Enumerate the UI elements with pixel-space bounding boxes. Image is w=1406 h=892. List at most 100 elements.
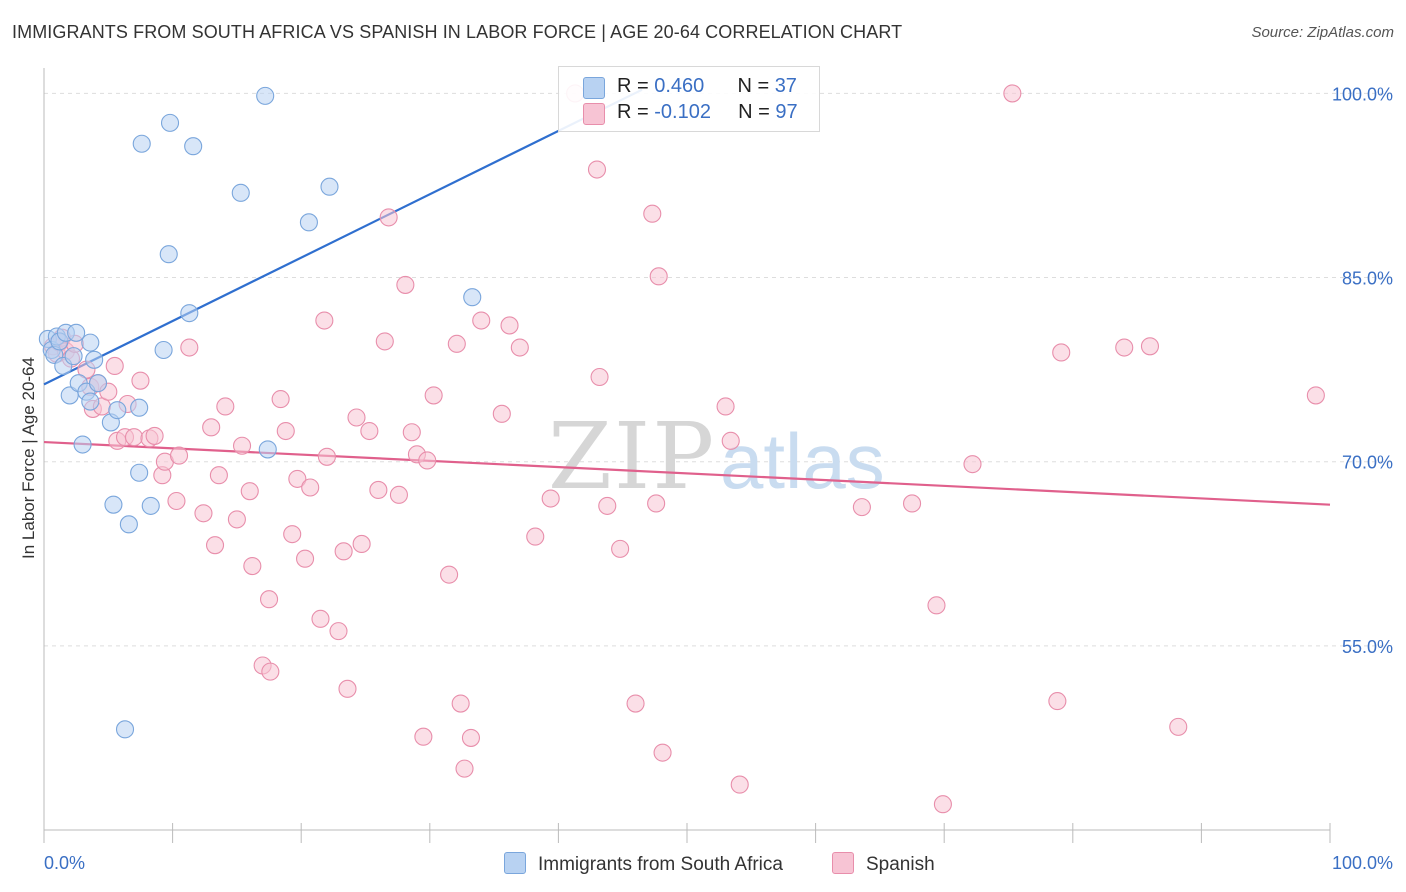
- south-africa-trend-line: [43, 88, 643, 386]
- spanish-point: [216, 397, 235, 416]
- n-value: 37: [774, 75, 797, 97]
- spanish-point: [167, 491, 186, 511]
- spanish-point: [205, 536, 225, 555]
- spanish-point: [649, 267, 668, 286]
- south-africa-point: [299, 213, 318, 232]
- spanish-point: [541, 489, 560, 508]
- spanish-point: [124, 428, 144, 447]
- south-africa-point: [108, 401, 127, 420]
- spanish-point: [259, 590, 279, 609]
- legend-item-south-africa: Immigrants from South Africa: [504, 852, 783, 878]
- south-africa-point: [81, 333, 100, 352]
- x-tick-label: 100.0%: [1332, 853, 1393, 873]
- south-africa-point: [73, 435, 92, 454]
- spanish-point: [626, 694, 645, 713]
- spanish-point: [145, 426, 164, 445]
- spanish-point: [389, 485, 408, 504]
- spanish-point: [105, 356, 124, 376]
- south-africa-point: [184, 137, 203, 156]
- legend-item-spanish: Spanish: [832, 852, 935, 878]
- spanish-point: [301, 478, 320, 497]
- source-credit: Source: ZipAtlas.com: [1251, 24, 1394, 41]
- spanish-point: [396, 275, 415, 294]
- spanish-point: [360, 421, 379, 441]
- spanish-point: [1052, 343, 1071, 362]
- south-africa-point: [258, 440, 277, 459]
- spanish-point: [451, 694, 470, 713]
- south-africa-point: [115, 720, 135, 739]
- spanish-point: [455, 759, 474, 778]
- south-africa-point: [154, 340, 173, 360]
- south-africa-point: [104, 495, 123, 514]
- chart-title: IMMIGRANTS FROM SOUTH AFRICA VS SPANISH …: [12, 22, 903, 42]
- spanish-point: [590, 367, 609, 387]
- spanish-point: [288, 469, 307, 488]
- y-tick-label: 100.0%: [1332, 84, 1393, 104]
- spanish-point: [283, 525, 302, 544]
- spanish-point: [276, 421, 295, 441]
- correlation-legend: R = 0.460 N = 37 R = -0.102 N = 97: [558, 66, 820, 132]
- axes: [43, 68, 1331, 843]
- spanish-point: [424, 386, 443, 405]
- spanish-point: [131, 371, 150, 390]
- spanish-point: [414, 727, 433, 746]
- spanish-point: [369, 480, 388, 499]
- spanish-point: [375, 332, 394, 351]
- spanish-point: [329, 622, 348, 641]
- spanish-point: [202, 418, 221, 437]
- spanish-point: [598, 496, 617, 515]
- south-africa-point: [64, 347, 83, 366]
- south-africa-point: [231, 183, 250, 202]
- south-africa-point: [463, 288, 482, 307]
- spanish-point: [730, 775, 749, 794]
- south-africa-point: [256, 86, 275, 105]
- spanish-point: [271, 390, 290, 409]
- n-label: N =: [737, 75, 775, 97]
- watermark-atlas: atlas: [720, 417, 885, 505]
- spanish-point: [461, 728, 481, 747]
- spanish-point: [500, 316, 519, 335]
- south-africa-point: [141, 496, 160, 515]
- south-africa-point: [81, 392, 100, 411]
- spanish-point: [227, 510, 246, 529]
- south-africa-point: [159, 245, 178, 264]
- n-value: 97: [775, 101, 798, 123]
- y-tick-label: 55.0%: [1342, 637, 1393, 657]
- spanish-point: [643, 204, 662, 223]
- spanish-point: [653, 743, 672, 762]
- legend-label: Spanish: [866, 854, 935, 875]
- spanish-point: [647, 494, 666, 513]
- r-label: R =: [617, 75, 655, 97]
- spanish-point: [933, 795, 952, 814]
- spanish-point: [927, 596, 946, 615]
- spanish-point: [1140, 337, 1160, 356]
- spanish-point: [1003, 84, 1022, 103]
- spanish-point: [209, 466, 228, 485]
- y-axis-label: In Labor Force | Age 20-64: [19, 357, 38, 559]
- blue-swatch: [583, 77, 605, 99]
- spanish-point: [1048, 692, 1067, 711]
- south-africa-point: [160, 113, 180, 132]
- spanish-point: [379, 208, 398, 227]
- spanish-point: [311, 609, 330, 628]
- pink-swatch: [832, 852, 854, 874]
- trend-lines: [43, 88, 1331, 506]
- spanish-point: [526, 527, 545, 546]
- spanish-point: [232, 436, 252, 455]
- spanish-point: [418, 451, 437, 470]
- pink-swatch: [583, 103, 605, 125]
- y-tick-label: 85.0%: [1342, 269, 1393, 289]
- r-value: -0.102: [654, 101, 711, 123]
- spanish-point: [261, 662, 280, 681]
- spanish-point: [1169, 717, 1188, 736]
- spanish-point: [296, 549, 315, 568]
- watermark-zip: ZIP: [548, 403, 716, 510]
- y-tick-label: 70.0%: [1342, 453, 1393, 473]
- south-africa-point: [130, 463, 149, 482]
- south-africa-point: [85, 350, 104, 369]
- spanish-point: [510, 338, 529, 357]
- spanish-point: [587, 160, 607, 179]
- spanish-point: [317, 447, 336, 466]
- spanish-point: [440, 565, 459, 584]
- spanish-point: [352, 534, 371, 554]
